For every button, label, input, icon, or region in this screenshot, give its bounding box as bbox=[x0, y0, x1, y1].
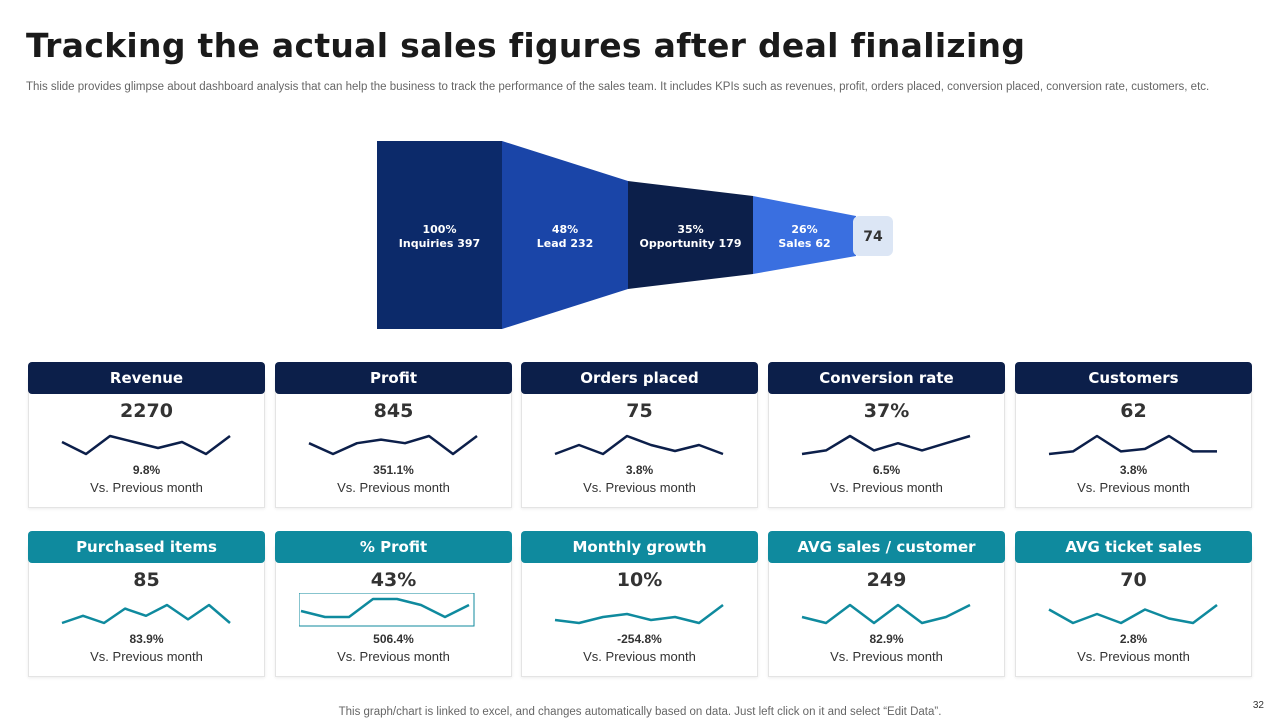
sparkline-selection-box bbox=[299, 593, 475, 627]
kpi-change-percent: 9.8% bbox=[132, 463, 161, 477]
footer-note: This graph/chart is linked to excel, and… bbox=[338, 706, 942, 718]
sparkline-series bbox=[1048, 604, 1218, 625]
funnel-stage-percent: 35% bbox=[677, 223, 703, 236]
sparkline-series bbox=[1048, 434, 1217, 456]
sparkline-series bbox=[300, 597, 470, 619]
funnel-stage-percent: 48% bbox=[552, 223, 578, 236]
kpi-compare-label: Vs. Previous month bbox=[337, 649, 450, 664]
kpi-compare-label: Vs. Previous month bbox=[1077, 649, 1190, 664]
kpi-compare-label: Vs. Previous month bbox=[583, 480, 696, 495]
kpi-sparkline bbox=[61, 434, 231, 456]
kpi-card-body bbox=[1015, 545, 1252, 677]
kpi-compare-label: Vs. Previous month bbox=[90, 480, 203, 495]
sales-funnel-chart[interactable]: 100%Inquiries 397 48%Lead 232 35%Opportuni… bbox=[0, 0, 1280, 340]
kpi-compare-label: Vs. Previous month bbox=[337, 480, 450, 495]
kpi-compare-label: Vs. Previous month bbox=[830, 480, 943, 495]
kpi-sparkline bbox=[554, 434, 724, 456]
kpi-card-title: AVG sales / customer bbox=[768, 531, 1005, 563]
kpi-sparkline bbox=[554, 604, 724, 625]
kpi-value: 845 bbox=[373, 400, 414, 422]
kpi-card-title: Conversion rate bbox=[768, 362, 1005, 394]
kpi-card-body bbox=[768, 545, 1005, 677]
kpi-card-title: % Profit bbox=[275, 531, 512, 563]
kpi-card-customers[interactable]: Customers 62 3.8% Vs. Previous month bbox=[1015, 362, 1252, 508]
kpi-card-profit[interactable]: % Profit 43% 506.4% Vs. Previous month bbox=[275, 531, 512, 677]
funnel-stage-label: Sales 62 bbox=[778, 237, 830, 250]
kpi-card-purchased-items[interactable]: Purchased items 85 83.9% Vs. Previous month bbox=[28, 531, 265, 677]
kpi-change-percent: 351.1% bbox=[373, 463, 414, 477]
kpi-sparkline bbox=[801, 603, 971, 625]
sparkline-series bbox=[61, 603, 231, 625]
funnel-stage-label: Inquiries 397 bbox=[399, 237, 480, 250]
kpi-value: 70 bbox=[1120, 569, 1147, 591]
funnel-end-box bbox=[853, 216, 893, 256]
sparkline-series bbox=[61, 434, 231, 456]
funnel-end-value: 74 bbox=[863, 229, 883, 245]
page-number: 32 bbox=[1252, 700, 1264, 711]
page-title: Tracking the actual sales figures after … bbox=[26, 26, 1026, 65]
kpi-card-avg-sales-customer[interactable]: AVG sales / customer 249 82.9% Vs. Previous… bbox=[768, 531, 1005, 677]
kpi-change-percent: 3.8% bbox=[1119, 463, 1148, 477]
kpi-card-profit[interactable]: Profit 845 351.1% Vs. Previous month bbox=[275, 362, 512, 508]
kpi-compare-label: Vs. Previous month bbox=[830, 649, 943, 664]
kpi-card-body bbox=[521, 545, 758, 677]
kpi-card-monthly-growth[interactable]: Monthly growth 10% -254.8% Vs. Previous mon… bbox=[521, 531, 758, 677]
kpi-card-body bbox=[1015, 376, 1252, 508]
sparkline-series bbox=[801, 434, 971, 456]
funnel-stage-2 bbox=[502, 141, 628, 329]
kpi-value: 10% bbox=[616, 569, 663, 591]
funnel-stage-percent: 100% bbox=[423, 223, 457, 236]
kpi-card-title: Profit bbox=[275, 362, 512, 394]
kpi-value: 2270 bbox=[120, 400, 173, 422]
kpi-sparkline bbox=[61, 603, 231, 625]
kpi-value: 85 bbox=[133, 569, 160, 591]
kpi-change-percent: 2.8% bbox=[1119, 632, 1148, 646]
kpi-card-body bbox=[28, 376, 265, 508]
kpi-sparkline bbox=[308, 434, 478, 456]
kpi-card-title: Monthly growth bbox=[521, 531, 758, 563]
sparkline-series bbox=[554, 604, 724, 625]
kpi-compare-label: Vs. Previous month bbox=[1077, 480, 1190, 495]
kpi-card-conversion-rate[interactable]: Conversion rate 37% 6.5% Vs. Previous month bbox=[768, 362, 1005, 508]
kpi-change-percent: -254.8% bbox=[617, 632, 662, 646]
kpi-card-title: Orders placed bbox=[521, 362, 758, 394]
funnel-stage-3 bbox=[628, 181, 753, 289]
funnel-stage-label: Opportunity 179 bbox=[640, 237, 742, 250]
kpi-card-title: Purchased items bbox=[28, 531, 265, 563]
kpi-sparkline bbox=[1048, 604, 1218, 625]
kpi-card-body bbox=[768, 376, 1005, 508]
sparkline-series bbox=[554, 434, 724, 456]
page-subtitle: This slide provides glimpse about dashbo… bbox=[26, 81, 1210, 93]
funnel-stage-label: Lead 232 bbox=[537, 237, 594, 250]
kpi-change-percent: 3.8% bbox=[625, 463, 654, 477]
kpi-compare-label: Vs. Previous month bbox=[90, 649, 203, 664]
kpi-card-orders-placed[interactable]: Orders placed 75 3.8% Vs. Previous month bbox=[521, 362, 758, 508]
kpi-change-percent: 83.9% bbox=[129, 632, 164, 646]
kpi-card-revenue[interactable]: Revenue 2270 9.8% Vs. Previous month bbox=[28, 362, 265, 508]
kpi-value: 249 bbox=[866, 569, 907, 591]
kpi-value: 43% bbox=[370, 569, 417, 591]
funnel-stage-4 bbox=[753, 196, 856, 274]
kpi-card-body bbox=[28, 545, 265, 677]
kpi-sparkline bbox=[299, 593, 475, 627]
kpi-sparkline bbox=[801, 434, 971, 456]
kpi-card-body bbox=[275, 545, 512, 677]
kpi-value: 75 bbox=[626, 400, 653, 422]
sparkline-series bbox=[308, 434, 478, 456]
kpi-change-percent: 82.9% bbox=[869, 632, 904, 646]
kpi-change-percent: 506.4% bbox=[373, 632, 414, 646]
funnel-stage-1 bbox=[377, 141, 502, 329]
funnel-stage-percent: 26% bbox=[791, 223, 817, 236]
kpi-value: 62 bbox=[1120, 400, 1147, 422]
sparkline-series bbox=[801, 603, 971, 625]
kpi-sparkline bbox=[1048, 434, 1217, 456]
kpi-compare-label: Vs. Previous month bbox=[583, 649, 696, 664]
kpi-card-title: AVG ticket sales bbox=[1015, 531, 1252, 563]
kpi-change-percent: 6.5% bbox=[872, 463, 901, 477]
kpi-card-avg-ticket-sales[interactable]: AVG ticket sales 70 2.8% Vs. Previous month bbox=[1015, 531, 1252, 677]
kpi-value: 37% bbox=[863, 400, 910, 422]
kpi-card-title: Revenue bbox=[28, 362, 265, 394]
kpi-card-title: Customers bbox=[1015, 362, 1252, 394]
